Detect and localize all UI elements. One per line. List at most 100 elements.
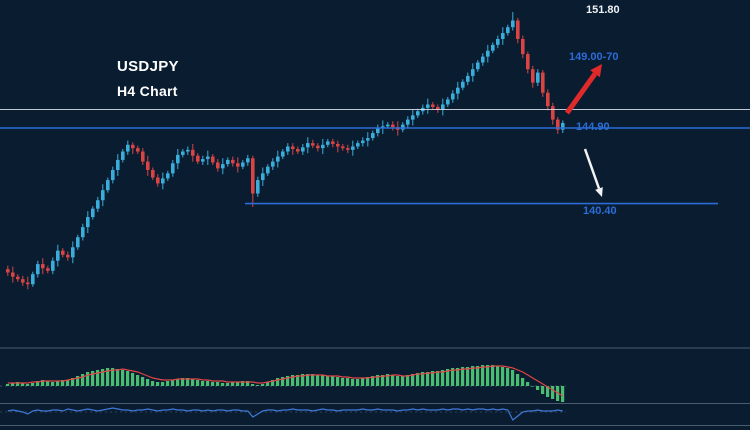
macd-histogram-bar xyxy=(356,379,360,386)
candle-bear xyxy=(141,151,145,162)
macd-histogram-bar xyxy=(276,378,280,386)
support-mid-label: 144.90 xyxy=(576,121,610,133)
macd-histogram-bar xyxy=(291,375,295,386)
bullish-projection-arrow-shaft xyxy=(564,72,598,115)
macd-histogram-bar xyxy=(406,375,410,386)
timeframe-label: H4 Chart xyxy=(117,83,178,99)
bearish-projection-arrow[interactable] xyxy=(583,148,603,197)
candle-bull xyxy=(226,159,230,165)
macd-histogram-bar xyxy=(271,380,275,386)
candle-bull xyxy=(506,27,510,34)
candle-bear xyxy=(151,170,155,178)
candle-bull xyxy=(266,166,270,174)
candle-bull xyxy=(471,69,475,76)
macd-histogram-bar xyxy=(196,380,200,386)
candle-bull xyxy=(491,44,495,51)
candle-bull xyxy=(161,178,165,184)
candle-bull xyxy=(241,162,245,167)
candle-bear xyxy=(136,148,140,152)
candle-bull xyxy=(511,20,515,28)
macd-histogram-bar xyxy=(121,370,125,386)
macd-histogram-bar xyxy=(21,383,25,386)
macd-histogram-bar xyxy=(231,382,235,386)
macd-histogram-bar xyxy=(481,365,485,386)
macd-histogram-bar xyxy=(111,368,115,386)
candle-bull xyxy=(36,264,40,275)
candle-bear xyxy=(296,149,300,152)
candle-bear xyxy=(156,177,160,184)
macd-histogram-bar xyxy=(321,375,325,386)
candle-bear xyxy=(341,146,345,149)
macd-histogram-bar xyxy=(61,380,65,386)
candle-bull xyxy=(561,122,565,130)
bearish-projection-arrow-head xyxy=(595,187,603,197)
candle-bull xyxy=(126,144,130,152)
macd-histogram-bar xyxy=(6,384,10,386)
bullish-projection-arrow[interactable] xyxy=(564,64,602,115)
macd-histogram-bar xyxy=(286,376,290,386)
candle-bear xyxy=(516,20,520,39)
candle-bull xyxy=(456,87,460,94)
macd-histogram-bar xyxy=(26,384,30,386)
resistance-zone-label: 149.00-70 xyxy=(569,51,619,63)
macd-histogram-bar xyxy=(461,367,465,386)
macd-histogram-bar xyxy=(216,382,220,386)
candle-bear xyxy=(556,119,560,130)
macd-histogram-bar xyxy=(191,379,195,386)
macd-histogram-bar xyxy=(181,378,185,386)
candle-bear xyxy=(551,106,555,120)
macd-histogram-bar xyxy=(96,370,100,386)
candle-bear xyxy=(131,144,135,149)
candles-layer xyxy=(6,12,565,290)
candle-bear xyxy=(541,72,545,93)
candle-bear xyxy=(236,163,240,167)
macd-histogram-bar xyxy=(391,375,395,386)
macd-histogram-bar xyxy=(241,381,245,386)
macd-histogram-bar xyxy=(251,384,255,386)
candle-bear xyxy=(231,159,235,164)
macd-histogram-bar xyxy=(261,384,265,386)
candle-bear xyxy=(251,158,255,194)
candle-bull xyxy=(286,146,290,152)
candle-bull xyxy=(326,141,330,145)
macd-histogram-bar xyxy=(491,365,495,386)
macd-histogram-bar xyxy=(31,383,35,386)
candle-bull xyxy=(246,158,250,163)
candle-bull xyxy=(96,200,100,209)
macd-panel xyxy=(0,365,566,402)
candle-bull xyxy=(481,56,485,63)
macd-histogram-bar xyxy=(136,375,140,386)
macd-histogram-bar xyxy=(281,377,285,386)
macd-histogram-bar xyxy=(456,368,460,386)
macd-histogram-bar xyxy=(366,377,370,386)
macd-histogram-bar xyxy=(296,375,300,386)
candle-bear xyxy=(61,250,65,255)
candle-bull xyxy=(486,50,490,57)
candle-bull xyxy=(446,99,450,105)
candle-bull xyxy=(91,208,95,218)
candle-bull xyxy=(476,62,480,70)
macd-histogram-bar xyxy=(526,382,530,386)
oscillator-line xyxy=(7,407,563,421)
candle-bull xyxy=(176,154,180,164)
candle-bull xyxy=(301,147,305,152)
macd-histogram-bar xyxy=(51,382,55,386)
candle-bull xyxy=(401,124,405,130)
candle-bull xyxy=(451,93,455,100)
bullish-projection-arrow-head xyxy=(590,64,602,78)
candle-bear xyxy=(41,264,45,269)
oscillator-panel xyxy=(0,407,566,421)
macd-histogram-bar xyxy=(561,386,565,402)
candle-bull xyxy=(281,151,285,157)
macd-histogram-bar xyxy=(501,367,505,386)
candle-bull xyxy=(81,227,85,238)
macd-histogram-bar xyxy=(431,371,435,386)
macd-histogram-bar xyxy=(496,366,500,386)
macd-histogram-bar xyxy=(336,377,340,386)
macd-histogram-bar xyxy=(36,381,40,386)
candle-bear xyxy=(191,149,195,156)
support-low-label: 140.40 xyxy=(583,205,617,217)
macd-histogram-bar xyxy=(371,376,375,386)
candle-bull xyxy=(186,149,190,152)
